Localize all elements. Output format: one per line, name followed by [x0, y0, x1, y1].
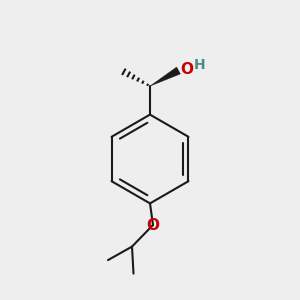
- Polygon shape: [150, 67, 180, 86]
- Text: O: O: [180, 61, 194, 76]
- Text: H: H: [194, 58, 205, 72]
- Text: O: O: [146, 218, 160, 232]
